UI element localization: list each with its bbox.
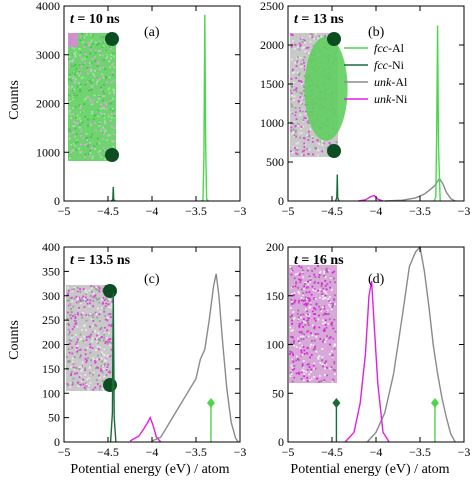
- panel-b: −5 −4.5 −4 −3.5 −3 0 500 1000 1500 2000 2500 t = 13…: [260, 0, 470, 218]
- series-unk-al: [151, 273, 239, 443]
- marker-fcc-ni: [332, 398, 341, 408]
- panel-label: (b): [368, 25, 385, 40]
- x-tick-label: −5: [282, 204, 295, 218]
- y-tick-label: 4000: [36, 0, 60, 13]
- y-tick-label: 150: [42, 362, 60, 376]
- y-tick-label: 2500: [260, 0, 284, 13]
- y-tick-label: 0: [54, 435, 60, 449]
- legend-entry: fcc-Al: [374, 41, 405, 55]
- time-label: t = 13.5 ns: [70, 253, 131, 268]
- series-fcc-ni: [109, 293, 117, 443]
- ylabel-bottom: Counts: [7, 320, 22, 360]
- y-tick-label: 100: [42, 386, 60, 400]
- x-tick-label: −4: [146, 204, 159, 218]
- x-tick-label: −5: [58, 445, 71, 459]
- inset-snapshot: [68, 32, 119, 162]
- series-unk-ni: [129, 415, 162, 443]
- series-unk-al: [384, 177, 456, 202]
- panel-a: −5 −4.5 −4 −3.5 −3 0 1000 2000 3000 4000 t = 10 ns…: [36, 0, 246, 218]
- y-tick-label: 2000: [260, 38, 284, 52]
- series-fcc-al: [200, 14, 209, 202]
- y-tick-label: 400: [42, 240, 60, 254]
- panel-label: (c): [144, 272, 160, 287]
- panel-d: −5 −4.5 −4 −3.5 −3 0 50 100 150 200 t = 16 ns (d): [266, 240, 470, 459]
- x-tick-label: −3.5: [409, 204, 431, 218]
- marker-fcc-al: [206, 398, 215, 408]
- y-tick-label: 300: [42, 289, 60, 303]
- series-unk-ni: [358, 194, 384, 202]
- legend-entry: unk-Ni: [374, 92, 408, 106]
- inset-snapshot: [66, 284, 117, 392]
- y-tick-label: 3000: [36, 48, 60, 62]
- x-tick-label: −3.5: [185, 445, 207, 459]
- y-tick-label: 150: [266, 289, 284, 303]
- legend-entry: fcc-Ni: [374, 58, 405, 72]
- x-tick-label: −4.5: [321, 204, 343, 218]
- series-fcc-ni: [110, 186, 116, 202]
- y-tick-label: 1000: [260, 116, 284, 130]
- x-tick-label: −4: [146, 445, 159, 459]
- x-tick-label: −4.5: [321, 445, 343, 459]
- legend-entry: unk-Al: [374, 75, 408, 89]
- y-tick-label: 1500: [260, 77, 284, 91]
- time-label: t = 10 ns: [70, 12, 120, 27]
- y-tick-label: 50: [272, 386, 284, 400]
- time-label: t = 16 ns: [294, 253, 344, 268]
- x-tick-label: −4.5: [97, 204, 119, 218]
- legend: fcc-Al fcc-Ni unk-Al unk-Ni: [344, 41, 408, 106]
- x-tick-label: −4: [370, 445, 383, 459]
- x-tick-label: −3.5: [185, 204, 207, 218]
- y-tick-label: 0: [54, 194, 60, 208]
- xlabel-left: Potential energy (eV) / atom: [70, 462, 229, 477]
- y-tick-label: 1000: [36, 145, 60, 159]
- y-tick-label: 500: [266, 155, 284, 169]
- y-tick-label: 50: [48, 411, 60, 425]
- x-tick-label: −5: [58, 204, 71, 218]
- x-tick-label: −3: [458, 204, 471, 218]
- panel-label: (d): [368, 272, 385, 287]
- x-tick-label: −3: [234, 445, 247, 459]
- series-fcc-ni: [334, 174, 340, 202]
- series-fcc-al: [433, 25, 441, 202]
- y-tick-label: 250: [42, 313, 60, 327]
- series-unk-ni: [344, 280, 390, 443]
- y-tick-label: 200: [42, 338, 60, 352]
- series-unk-al: [366, 245, 456, 443]
- y-tick-label: 2000: [36, 97, 60, 111]
- y-tick-label: 0: [278, 194, 284, 208]
- x-tick-label: −3.5: [409, 445, 431, 459]
- x-tick-label: −4: [370, 204, 383, 218]
- x-tick-label: −4.5: [97, 445, 119, 459]
- xlabel-right: Potential energy (eV) / atom: [290, 462, 449, 477]
- x-tick-label: −3: [234, 204, 247, 218]
- y-tick-label: 200: [266, 240, 284, 254]
- inset-snapshot: [290, 32, 348, 158]
- marker-fcc-al: [430, 398, 439, 408]
- y-tick-label: 350: [42, 264, 60, 278]
- ylabel-top: Counts: [7, 80, 22, 120]
- y-tick-label: 0: [278, 435, 284, 449]
- inset-snapshot: [289, 265, 337, 383]
- y-tick-label: 100: [266, 338, 284, 352]
- x-tick-label: −3: [458, 445, 471, 459]
- panel-label: (a): [144, 25, 160, 40]
- panel-c: −5 −4.5 −4 −3.5 −3 0 50 100 150 200 250 300 350 400 t …: [42, 240, 246, 459]
- time-label: t = 13 ns: [294, 12, 344, 27]
- x-tick-label: −5: [282, 445, 295, 459]
